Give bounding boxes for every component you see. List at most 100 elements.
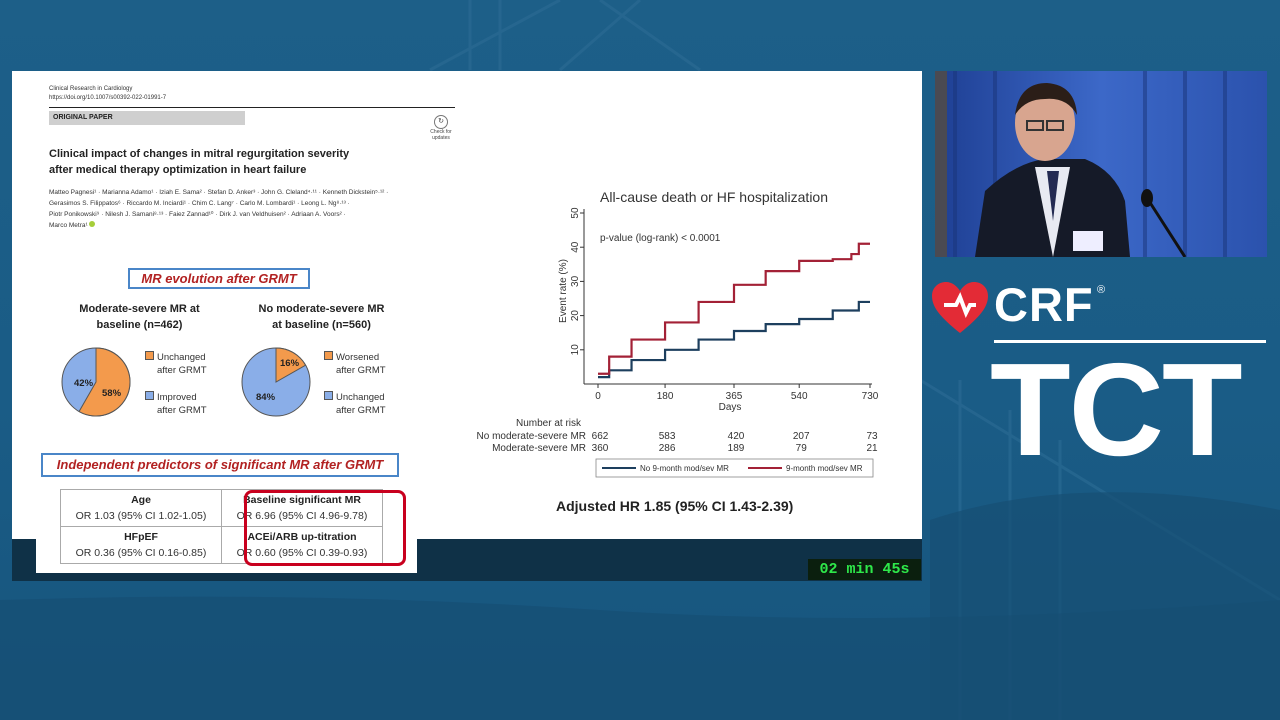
table-row: HFpEF OR 0.36 (95% CI 0.16-0.85) ACEi/ARB… xyxy=(60,526,383,564)
highlight-outline xyxy=(244,490,406,566)
km-xtick-label: 365 xyxy=(726,391,743,402)
speaker-video xyxy=(935,71,1267,257)
km-xlabel: Days xyxy=(719,402,742,413)
authors-line: Piotr Ponikowski⁹ · Nilesh J. Samani⁸·¹³… xyxy=(49,211,346,218)
speaker-head xyxy=(1015,85,1075,161)
km-xtick-label: 0 xyxy=(595,391,601,402)
authors-line: Matteo Pagnesi¹ · Marianna Adamo¹ · Izia… xyxy=(49,189,389,196)
pie2-label-a: 16% xyxy=(280,358,300,369)
microphone xyxy=(1147,200,1187,257)
km-xtick-label: 730 xyxy=(862,391,879,402)
risk-value: 662 xyxy=(592,431,609,442)
authors-last-name: Marco Metra¹ xyxy=(49,222,88,229)
risk-value: 79 xyxy=(796,443,808,454)
pie1-label-b: 58% xyxy=(102,388,122,399)
predictor-label: HFpEF xyxy=(124,531,158,543)
km-ytick-label: 50 xyxy=(570,207,581,219)
predictor-label: Age xyxy=(131,494,151,506)
legend-text: after GRMT xyxy=(336,405,386,416)
legend-swatch-orange xyxy=(145,351,154,360)
group1-title-line: Moderate-severe MR at xyxy=(79,303,200,315)
predictor-value: OR 6.96 (95% CI 4.96-9.78) xyxy=(236,510,368,522)
predictor-value: OR 0.36 (95% CI 0.16-0.85) xyxy=(75,547,207,559)
check-updates-icon: ↻ xyxy=(434,115,448,129)
check-updates-badge: ↻ Check for updates xyxy=(430,115,452,141)
km-line-mr xyxy=(598,242,870,375)
tct-wordmark: TCT xyxy=(990,336,1243,483)
crf-wordmark: CRF xyxy=(994,278,1094,331)
km-xtick-label: 180 xyxy=(657,391,674,402)
risk-row-label: Moderate-severe MR xyxy=(492,443,586,454)
legend-swatch-blue xyxy=(324,391,333,400)
predictor-label: ACEi/ARB up-titration xyxy=(247,531,357,543)
pie2-label-b: 84% xyxy=(256,392,276,403)
group2-title-line: No moderate-severe MR xyxy=(258,303,385,315)
risk-value: 189 xyxy=(728,443,745,454)
registered-mark: ® xyxy=(1097,284,1106,296)
km-xtick-label: 540 xyxy=(791,391,808,402)
group2-title-line: at baseline (n=560) xyxy=(272,319,371,331)
pie2-slice-orange xyxy=(275,347,307,383)
predictor-value: OR 0.60 (95% CI 0.39-0.93) xyxy=(236,547,368,559)
check-updates-label: Check for updates xyxy=(430,129,452,141)
mr-evolution-heading: MR evolution after GRMT xyxy=(128,268,310,289)
risk-value: 583 xyxy=(659,431,676,442)
name-badge xyxy=(1073,231,1103,251)
orcid-icon xyxy=(89,221,96,227)
paper-doi: https://doi.org/10.1007/s00392-022-01991… xyxy=(49,95,167,101)
legend-text: Worsened xyxy=(336,352,380,363)
speaker-video-frame xyxy=(935,71,1267,257)
header-rule xyxy=(49,107,455,108)
group1-legend-b: Improved after GRMT xyxy=(145,391,207,417)
km-line-no-mr xyxy=(598,300,870,379)
group1-title: Moderate-severe MR at baseline (n=462) xyxy=(52,301,227,333)
paper-title: Clinical impact of changes in mitral reg… xyxy=(49,146,409,178)
km-ytick-label: 20 xyxy=(570,310,581,322)
risk-row-label: No moderate-severe MR xyxy=(477,431,586,442)
authors-line: Marco Metra¹ xyxy=(49,220,459,231)
countdown-timer: 02 min 45s xyxy=(808,559,921,580)
paper-title-line: Clinical impact of changes in mitral reg… xyxy=(49,148,350,160)
group2-title: No moderate-severe MR at baseline (n=560… xyxy=(234,301,409,333)
table-cell: ACEi/ARB up-titration OR 0.60 (95% CI 0.3… xyxy=(221,526,383,564)
predictor-value: OR 1.03 (95% CI 1.02-1.05) xyxy=(75,510,207,522)
brand-rule xyxy=(994,340,1266,343)
group1-title-line: baseline (n=462) xyxy=(96,319,183,331)
authors-line: Gerasimos S. Filippatos⁶ · Riccardo M. I… xyxy=(49,200,350,207)
paper-type-bar: ORIGINAL PAPER xyxy=(49,111,245,125)
journal-name: Clinical Research in Cardiology xyxy=(49,86,133,92)
km-ytick-label: 30 xyxy=(570,275,581,287)
legend-swatch-blue xyxy=(145,391,154,400)
km-ytick-label: 40 xyxy=(570,241,581,253)
table-row: Age OR 1.03 (95% CI 1.02-1.05) Baseline s… xyxy=(60,489,383,527)
km-legend-box xyxy=(595,458,874,478)
legend-text: Improved xyxy=(157,392,197,403)
risk-value: 21 xyxy=(866,443,878,454)
risk-value: 360 xyxy=(592,443,609,454)
table-cell: Age OR 1.03 (95% CI 1.02-1.05) xyxy=(60,489,222,527)
legend-text: after GRMT xyxy=(157,365,207,376)
km-legend-label: 9-month mod/sev MR xyxy=(786,464,863,473)
legend-text: after GRMT xyxy=(336,365,386,376)
paper-header: Clinical Research in Cardiology https://… xyxy=(49,85,166,103)
crf-heart-logo-icon xyxy=(932,282,988,333)
risk-header: Number at risk xyxy=(516,418,582,429)
risk-value: 286 xyxy=(659,443,676,454)
predictors-table-panel: Age OR 1.03 (95% CI 1.02-1.05) Baseline s… xyxy=(36,481,417,573)
legend-swatch-orange xyxy=(324,351,333,360)
risk-value: 207 xyxy=(793,431,810,442)
predictors-table: Age OR 1.03 (95% CI 1.02-1.05) Baseline s… xyxy=(60,489,383,564)
group1-legend-a: Unchanged after GRMT xyxy=(145,351,207,377)
group2-legend-a: Worsened after GRMT xyxy=(324,351,386,377)
km-legend-label: No 9-month mod/sev MR xyxy=(640,464,729,473)
group1-pie: 42% 58% xyxy=(61,347,131,417)
paper-authors: Matteo Pagnesi¹ · Marianna Adamo¹ · Izia… xyxy=(49,187,459,231)
paper-title-line: after medical therapy optimization in he… xyxy=(49,164,307,176)
table-cell: Baseline significant MR OR 6.96 (95% CI 4… xyxy=(221,489,383,527)
presentation-slide: Clinical Research in Cardiology https://… xyxy=(12,71,922,581)
legend-text: Unchanged xyxy=(336,392,385,403)
pie1-label-a: 42% xyxy=(74,378,94,389)
predictor-label: Baseline significant MR xyxy=(243,494,361,506)
